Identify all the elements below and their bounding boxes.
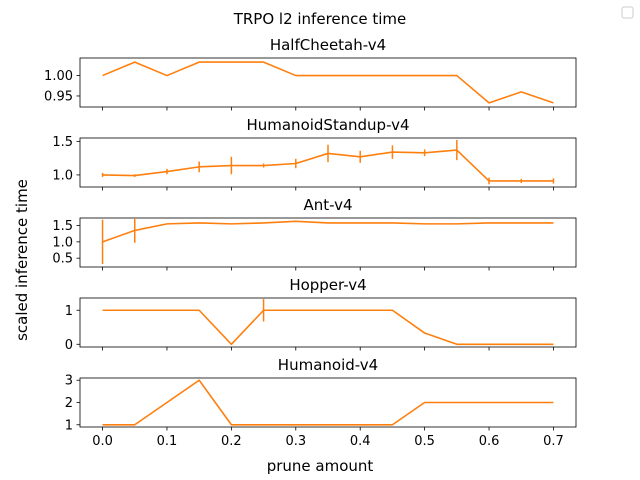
x-tick-label: 0.7 (543, 434, 564, 449)
series-line (102, 149, 554, 182)
y-tick-label: 1 (65, 304, 73, 319)
subplot: Ant-v4 0.5 1.01.5 (52, 196, 577, 271)
series-line (102, 379, 554, 426)
y-tick-label: 0 (65, 338, 73, 353)
plot-frame (79, 217, 577, 268)
y-tick-label: 1.5 (52, 135, 73, 150)
subplot-title: Hopper-v4 (289, 276, 366, 294)
subplot: HumanoidStandup-v4 1.0 1.5 (52, 116, 577, 191)
series-line (102, 220, 554, 243)
subplot-title: Ant-v4 (303, 196, 352, 214)
subplot-title: HumanoidStandup-v4 (246, 116, 409, 134)
y-tick-label: 0.95 (44, 89, 73, 104)
plot-frame (79, 297, 577, 348)
y-tick-label: 1.0 (52, 168, 73, 183)
subplot-title: Humanoid-v4 (278, 356, 378, 374)
y-tick-label: 0.5 (52, 252, 73, 267)
x-tick-label: 0.0 (92, 434, 113, 449)
y-tick-label: 1.5 (52, 219, 73, 234)
subplot: Hopper-v4 0 1 (65, 276, 577, 353)
figure-title: TRPO l2 inference time (233, 10, 407, 28)
series-line (102, 309, 554, 346)
subplot: HalfCheetah-v4 0.95 1.00 (44, 36, 577, 111)
y-tick-label: 3 (65, 374, 73, 389)
x-tick-label: 0.2 (221, 434, 242, 449)
legend-box (621, 6, 634, 19)
series-line (102, 61, 554, 104)
x-tick-label: 0.4 (350, 434, 371, 449)
y-tick-label: 1 (65, 418, 73, 433)
subplot-title: HalfCheetah-v4 (270, 36, 386, 54)
subplot: Humanoid-v4 1 2 3 0.0 0.1 0.2 0.3 0.4 0.5 0.6 0.7 (65, 356, 577, 449)
x-tick-label: 0.3 (285, 434, 306, 449)
subplots: HalfCheetah-v40.951.00HumanoidStandup-v4… (44, 36, 577, 449)
x-tick-label: 0.1 (157, 434, 178, 449)
y-tick-label: 1.00 (44, 69, 73, 84)
y-tick-label: 1.0 (52, 235, 73, 250)
plot-frame (79, 57, 577, 108)
y-axis-label: scaled inference time (13, 179, 31, 341)
x-axis-label: prune amount (267, 457, 374, 475)
x-tick-label: 0.5 (414, 434, 435, 449)
y-tick-label: 2 (65, 396, 73, 411)
x-tick-label: 0.6 (479, 434, 500, 449)
plot-frame (79, 137, 577, 188)
